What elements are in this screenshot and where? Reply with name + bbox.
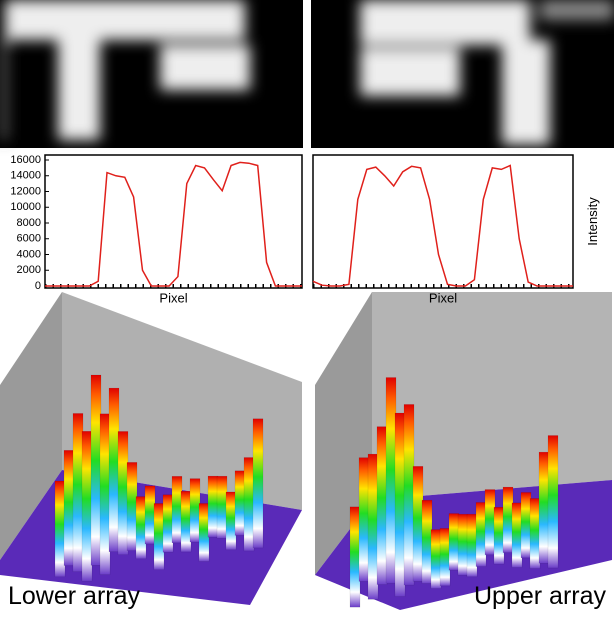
bar-3d bbox=[72, 413, 84, 572]
lower-3d-plot bbox=[0, 292, 302, 605]
bar-3d bbox=[448, 513, 460, 571]
bar-3d bbox=[198, 503, 210, 562]
bar-3d bbox=[162, 494, 174, 553]
bar-3d bbox=[126, 462, 138, 551]
bar-3d bbox=[412, 466, 424, 582]
bar-3d bbox=[207, 475, 219, 538]
bar-3d bbox=[180, 490, 192, 553]
bar-3d bbox=[234, 470, 246, 536]
y-tick-label: 0 bbox=[35, 280, 41, 292]
bar-3d bbox=[385, 377, 397, 584]
bar-3d bbox=[493, 507, 505, 565]
y-tick-label: 14000 bbox=[10, 170, 41, 182]
bar-3d bbox=[439, 528, 451, 587]
bar-3d bbox=[421, 499, 433, 584]
bar-3d bbox=[538, 451, 550, 564]
y-tick-label: 2000 bbox=[17, 264, 41, 276]
bar-3d bbox=[99, 413, 111, 575]
bar-3d bbox=[475, 502, 487, 567]
upper-3d-plot bbox=[315, 292, 612, 610]
bar-3d bbox=[54, 480, 66, 578]
bar-3d bbox=[189, 478, 201, 543]
bar-3d bbox=[216, 475, 228, 539]
y-tick-label: 4000 bbox=[17, 248, 41, 260]
bar-3d bbox=[63, 450, 75, 566]
bar-3d bbox=[90, 374, 102, 566]
profiles: 0 2000 4000 6000 8000 10000 12000 14000 16000 Pix… bbox=[10, 154, 600, 306]
profile-line bbox=[312, 164, 573, 287]
bar-3d bbox=[367, 453, 379, 600]
bar-3d bbox=[466, 513, 478, 578]
bar-3d bbox=[484, 489, 496, 556]
bar-3d bbox=[171, 476, 183, 544]
y-axis-label: Intensity bbox=[585, 197, 600, 246]
bar-3d bbox=[153, 503, 165, 571]
lower-label: Lower array bbox=[8, 582, 140, 610]
y-tick-label: 10000 bbox=[10, 201, 41, 213]
bar-3d bbox=[144, 485, 156, 545]
y-tick-label: 12000 bbox=[10, 185, 41, 197]
x-axis-label: Pixel bbox=[159, 290, 187, 305]
bar-3d bbox=[511, 502, 523, 568]
bar-3d bbox=[430, 529, 442, 589]
bar-3d bbox=[358, 457, 370, 582]
bar-3d bbox=[225, 491, 237, 551]
bar-3d bbox=[117, 431, 129, 556]
bar-3d bbox=[457, 513, 469, 576]
bar-3d bbox=[349, 506, 361, 608]
plot-frame bbox=[312, 154, 574, 289]
bar-3d bbox=[135, 496, 147, 560]
bar-3d bbox=[243, 457, 255, 552]
bar-3d bbox=[81, 431, 93, 582]
y-tick-label: 6000 bbox=[17, 233, 41, 245]
lower-image bbox=[0, 0, 303, 148]
y-tick-label: 8000 bbox=[17, 217, 41, 229]
profile-line bbox=[45, 161, 302, 287]
bar-3d bbox=[403, 404, 415, 586]
bar-3d bbox=[376, 426, 388, 585]
bar-3d bbox=[108, 387, 120, 553]
bar-3d bbox=[394, 412, 406, 597]
bar-3d bbox=[529, 498, 541, 569]
bar-3d bbox=[520, 492, 532, 559]
upper-label: Upper array bbox=[474, 582, 606, 610]
bar-3d bbox=[547, 435, 559, 569]
upper-image bbox=[311, 0, 614, 148]
x-axis-label: Pixel bbox=[429, 290, 457, 305]
bar-3d bbox=[502, 486, 514, 553]
y-tick-label: 16000 bbox=[10, 154, 41, 166]
bar-3d bbox=[252, 418, 264, 549]
